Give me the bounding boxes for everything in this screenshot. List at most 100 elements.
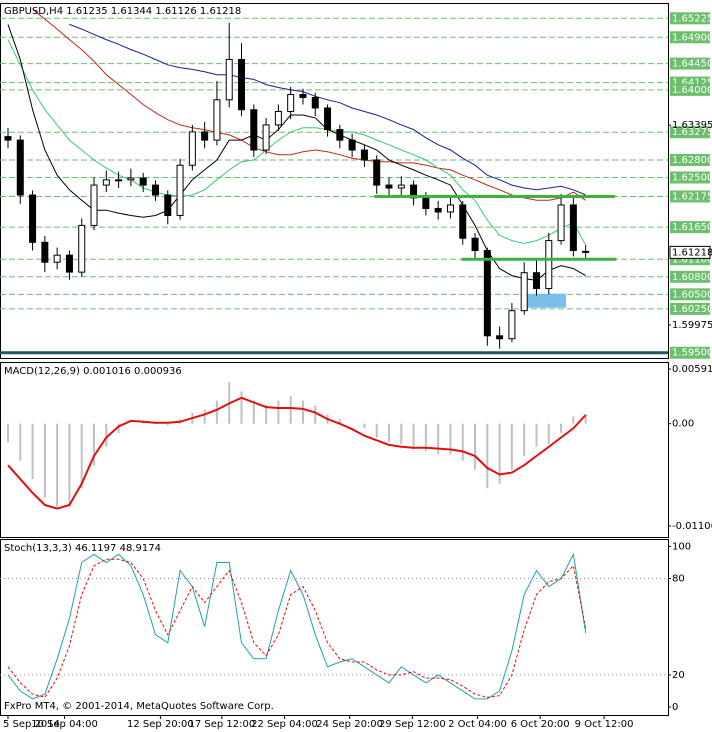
indicator-line [7, 552, 587, 700]
x-tick-label: 10 Sep 04:00 [31, 719, 98, 730]
level-label: 1.62500 [672, 172, 712, 183]
level-label-box [670, 57, 710, 70]
level-label: 1.60250 [672, 304, 712, 315]
histogram-bar [129, 423, 132, 425]
y-tick-label: 100 [672, 541, 691, 552]
indicator-line [7, 396, 587, 510]
candle-body [115, 179, 123, 182]
symbol: GBPUSD,H4 [4, 6, 63, 17]
candle-body [225, 58, 233, 101]
level-label-box [670, 270, 710, 283]
level-label-box [670, 221, 710, 234]
candle-body [336, 129, 344, 141]
x-tick-label: 12 Sep 20:00 [127, 719, 194, 730]
macd-header: MACD(12,26,9) 0.001016 0.000936 [4, 366, 182, 377]
histogram-bar [437, 423, 440, 455]
histogram-bar [289, 395, 292, 424]
level-label-box [670, 190, 710, 203]
histogram-bar [252, 400, 255, 424]
last-price-box [669, 245, 711, 259]
indicator-line [7, 558, 587, 698]
candle-body [102, 179, 110, 186]
histogram-bar [400, 423, 403, 444]
ohlc-low: 1.61126 [155, 6, 196, 17]
stoch-title: Stoch(13,3,3) [4, 543, 72, 554]
candle-body [459, 204, 467, 239]
y-tick-label: 0.00 [672, 419, 694, 430]
level-label: 1.64900 [672, 32, 712, 43]
histogram-bar [240, 391, 243, 424]
histogram-bar [498, 423, 501, 484]
x-tick-label: 5 Sep 2014 [3, 719, 60, 730]
moving-average [7, 39, 587, 246]
candle-body [238, 58, 246, 111]
histogram-bar [523, 423, 526, 457]
level-label: 1.65225 [672, 13, 712, 24]
histogram-bar [510, 423, 513, 470]
ohlc-close: 1.61218 [200, 6, 241, 17]
histogram-bar [461, 423, 464, 461]
candle-body [545, 240, 553, 289]
candle-body [188, 131, 196, 166]
level-label: 1.61100 [672, 254, 712, 265]
histogram-bar [166, 423, 169, 426]
candle-body [164, 194, 172, 216]
candle-body [446, 204, 454, 213]
copyright: FxPro MT4, © 2001-2014, MetaQuotes Softw… [4, 701, 274, 712]
y-tick-label: 1.63395 [672, 120, 712, 131]
x-tick-label: 6 Oct 20:00 [511, 719, 570, 730]
candle-body [422, 197, 430, 209]
level-label-box [670, 288, 710, 301]
candle-body [78, 224, 86, 273]
candle-body [373, 159, 381, 186]
candle-body [139, 177, 147, 186]
stoch-signal: 48.9174 [120, 543, 161, 554]
histogram-bar [31, 423, 34, 480]
level-label: 1.64450 [672, 59, 712, 70]
candle-body [127, 177, 135, 181]
level-label: 1.64000 [672, 85, 712, 96]
candle-body [557, 204, 565, 242]
candle-body [385, 184, 393, 189]
level-label-box [670, 12, 710, 25]
ohlc-high: 1.61344 [111, 6, 152, 17]
candle-body [311, 96, 319, 109]
candle-body [151, 184, 159, 196]
macd-title: MACD(12,26,9) [4, 366, 80, 377]
candle-body [274, 110, 282, 126]
histogram-bar [277, 400, 280, 424]
level-label: 1.64125 [672, 78, 712, 89]
level-label: 1.60800 [672, 272, 712, 283]
candle-body [324, 107, 332, 131]
histogram-bar [412, 423, 415, 450]
moving-average [32, 8, 586, 201]
candle-body [569, 204, 577, 252]
y-tick-label: 0.005912 [672, 364, 712, 375]
histogram-bar [449, 423, 452, 455]
ohlc-open: 1.61235 [66, 6, 107, 17]
histogram-bar [43, 423, 46, 498]
x-tick-label: 9 Oct 12:00 [575, 719, 634, 730]
level-label: 1.60500 [672, 289, 712, 300]
histogram-bar [314, 405, 317, 424]
x-tick-label: 29 Sep 12:00 [379, 719, 446, 730]
histogram-bar [375, 423, 378, 438]
y-tick-label: -0.011069 [672, 521, 712, 532]
x-tick-label: 24 Sep 20:00 [316, 719, 383, 730]
level-label-box [670, 31, 710, 44]
histogram-bar [351, 423, 354, 425]
candle-body [201, 131, 209, 141]
y-tick-label: 20 [672, 670, 685, 681]
histogram-bar [338, 419, 341, 424]
histogram-bar [474, 423, 477, 470]
candle-body [29, 194, 37, 243]
histogram-bar [6, 423, 9, 443]
histogram-bar [572, 416, 575, 424]
candle-body [360, 149, 368, 161]
histogram-bar [486, 423, 489, 489]
level-label: 1.61650 [672, 222, 712, 233]
price-pane [0, 3, 669, 359]
candle-body [4, 136, 12, 141]
